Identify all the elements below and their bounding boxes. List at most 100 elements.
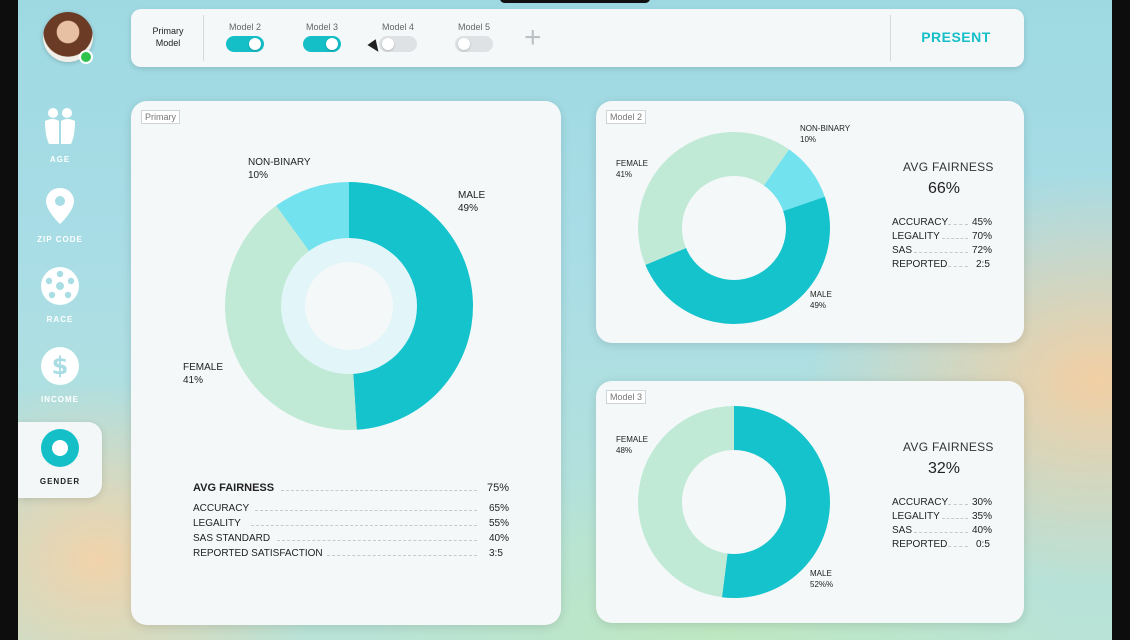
avg-fairness-value: 32% bbox=[928, 460, 961, 477]
primary-model-label: Primary Model bbox=[152, 26, 184, 48]
model-5-toggle[interactable] bbox=[455, 36, 493, 52]
metric-label: LEGALITY bbox=[193, 518, 241, 529]
leader-dots bbox=[281, 490, 477, 491]
metric-label: ACCURACY bbox=[892, 217, 949, 228]
metric-label: REPORTED SATISFACTION bbox=[193, 548, 323, 559]
leader-dots bbox=[948, 504, 968, 505]
sidebar-item-label: RACE bbox=[46, 315, 74, 324]
segment-name: NON-BINARY bbox=[248, 157, 311, 168]
metric-value: 40% bbox=[489, 533, 510, 544]
card-tag: Model 3 bbox=[606, 390, 647, 404]
model-4-toggle-group: Model 4 bbox=[368, 22, 428, 52]
metric-value: 72% bbox=[972, 245, 993, 256]
metric-label: LEGALITY bbox=[892, 511, 940, 522]
model-3-donut-chart bbox=[637, 406, 830, 598]
segment-name: MALE bbox=[458, 190, 486, 201]
card-tag: Primary bbox=[141, 110, 180, 124]
model-5-toggle-group: Model 5 bbox=[444, 22, 504, 52]
ring-icon bbox=[41, 429, 79, 467]
segment-name: MALE bbox=[810, 569, 832, 578]
segment-name: FEMALE bbox=[616, 435, 649, 444]
dollar-icon: $ bbox=[41, 347, 79, 385]
sidebar-item-label: ZIP CODE bbox=[37, 235, 83, 244]
segment-percent: 52%% bbox=[810, 580, 834, 589]
sidebar-item-income[interactable]: $ INCOME bbox=[18, 346, 102, 404]
donut-center bbox=[682, 450, 786, 554]
metric-label: SAS STANDARD bbox=[193, 533, 271, 544]
leader-dots bbox=[942, 518, 968, 519]
svg-text:$: $ bbox=[52, 352, 69, 380]
model-3-toggle[interactable] bbox=[303, 36, 341, 52]
metric-value: 45% bbox=[972, 217, 993, 228]
sidebar-item-label: GENDER bbox=[39, 477, 81, 486]
metric-label: SAS bbox=[892, 245, 913, 256]
plus-icon[interactable]: + bbox=[524, 21, 542, 54]
metric-label: ACCURACY bbox=[892, 497, 949, 508]
present-button[interactable]: PRESENT bbox=[921, 29, 991, 45]
leader-dots bbox=[948, 224, 968, 225]
model-2-toggle[interactable] bbox=[226, 36, 264, 52]
sidebar-item-gender[interactable]: GENDER bbox=[18, 422, 102, 498]
map-pin-icon bbox=[46, 188, 74, 224]
leader-dots bbox=[251, 525, 477, 526]
model-4-toggle[interactable] bbox=[379, 36, 417, 52]
toggle-knob bbox=[458, 38, 470, 50]
metric-value: 2:5 bbox=[976, 259, 990, 270]
male-segment-label: MALE 52%% bbox=[810, 568, 833, 590]
avg-fairness-label: AVG FAIRNESS bbox=[193, 482, 275, 494]
leader-dots bbox=[327, 555, 477, 556]
sidebar-item-label: INCOME bbox=[41, 395, 79, 404]
primary-card: Primary NON-BINARY 10% MALE 49% FEMALE 4… bbox=[131, 101, 561, 625]
divider bbox=[890, 15, 891, 61]
segment-percent: 10% bbox=[800, 135, 817, 144]
segment-percent: 49% bbox=[458, 203, 479, 214]
model-2-card: Model 2 NON-BINARY 10% FEMALE 41% MALE 4… bbox=[596, 101, 1024, 343]
avg-fairness-value: 75% bbox=[487, 482, 510, 494]
leader-dots bbox=[277, 540, 477, 541]
metric-value: 70% bbox=[972, 231, 993, 242]
people-icon bbox=[45, 108, 75, 144]
divider bbox=[203, 15, 204, 61]
donut-center bbox=[682, 176, 786, 280]
model-3-label: Model 3 bbox=[305, 22, 339, 32]
female-segment-label: FEMALE 48% bbox=[616, 434, 648, 456]
model-toolbar: Primary Model Model 2 Model 3 Model 4 Mo… bbox=[131, 9, 1024, 67]
metric-label: REPORTED bbox=[892, 539, 948, 550]
toggle-knob bbox=[326, 38, 338, 50]
segment-percent: 10% bbox=[248, 170, 269, 181]
leader-dots bbox=[948, 266, 968, 267]
segment-name: NON-BINARY bbox=[800, 124, 851, 133]
group-circle-icon bbox=[41, 267, 79, 305]
leader-dots bbox=[914, 252, 968, 253]
avg-fairness-label: AVG FAIRNESS bbox=[903, 440, 994, 454]
toggle-knob bbox=[249, 38, 261, 50]
card-tag: Model 2 bbox=[606, 110, 647, 124]
metric-value: 40% bbox=[972, 525, 993, 536]
model-3-card: Model 3 FEMALE 48% MALE 52%% AVG FAIRNES… bbox=[596, 381, 1024, 623]
primary-donut-chart bbox=[224, 182, 473, 430]
segment-percent: 41% bbox=[183, 375, 204, 386]
model-2-toggle-group: Model 2 bbox=[215, 22, 275, 52]
segment-percent: 41% bbox=[616, 170, 633, 179]
avg-fairness-label: AVG FAIRNESS bbox=[903, 160, 994, 174]
sidebar-item-zip-code[interactable]: ZIP CODE bbox=[18, 186, 102, 244]
metric-value: 35% bbox=[972, 511, 993, 522]
metric-value: 3:5 bbox=[489, 548, 503, 559]
metric-value: 55% bbox=[489, 518, 510, 529]
device-notch bbox=[500, 0, 650, 3]
online-status-dot bbox=[79, 50, 93, 64]
nonbinary-segment-label: NON-BINARY 10% bbox=[248, 156, 311, 182]
model-2-donut-chart bbox=[638, 132, 830, 324]
segment-percent: 49% bbox=[810, 301, 827, 310]
leader-dots bbox=[948, 546, 968, 547]
metric-label: SAS bbox=[892, 525, 913, 536]
sidebar-item-age[interactable]: AGE bbox=[18, 106, 102, 164]
male-segment-label: MALE 49% bbox=[458, 189, 485, 215]
sidebar-item-race[interactable]: RACE bbox=[18, 266, 102, 324]
avg-fairness-value: 66% bbox=[928, 180, 961, 197]
metric-label: REPORTED bbox=[892, 259, 948, 270]
nonbinary-segment-label: NON-BINARY 10% bbox=[800, 123, 850, 145]
toggle-knob bbox=[382, 38, 394, 50]
model-3-toggle-group: Model 3 bbox=[292, 22, 352, 52]
model-2-label: Model 2 bbox=[228, 22, 262, 32]
